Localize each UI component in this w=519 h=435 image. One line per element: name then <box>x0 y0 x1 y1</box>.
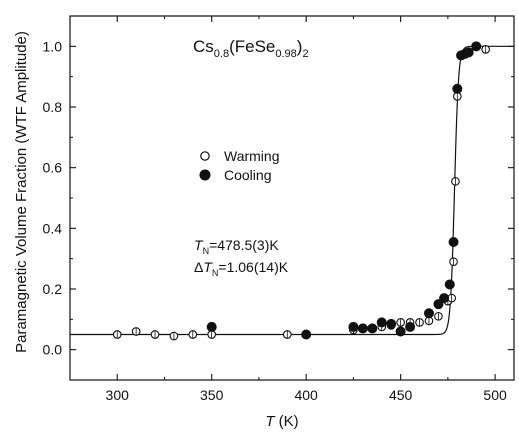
cooling-point <box>348 321 359 332</box>
y-tick-label: 1.0 <box>43 38 63 54</box>
legend-label-cooling: Cooling <box>224 167 271 183</box>
x-tick-label: 500 <box>483 387 507 403</box>
fit-curve <box>70 45 514 336</box>
x-tick-label: 400 <box>294 387 318 403</box>
x-tick-label: 350 <box>200 387 224 403</box>
fit-curve-group <box>70 45 514 336</box>
data-points-group <box>112 41 491 341</box>
cooling-point <box>452 83 463 94</box>
chart-title: Cs0.8(FeSe0.98)2 <box>193 37 309 60</box>
y-axis-label: Paramagnetic Volume Fraction (WTF Amplit… <box>13 31 30 353</box>
y-tick-label: 0.6 <box>43 160 63 176</box>
legend: Warming Cooling <box>199 148 280 183</box>
tn-annotation: TN=478.5(3)K <box>194 237 279 256</box>
cooling-point <box>357 323 368 334</box>
legend-marker-cooling <box>199 169 211 181</box>
cooling-point <box>423 308 434 319</box>
x-tick-label: 300 <box>106 387 130 403</box>
cooling-point <box>386 318 397 329</box>
cooling-point <box>439 293 450 304</box>
cooling-point <box>301 329 312 340</box>
cooling-point <box>448 236 459 247</box>
cooling-point <box>367 323 378 334</box>
x-tick-label: 450 <box>389 387 413 403</box>
ticks-group: 300 350 400 450 500 0.0 0.2 0.4 0.6 0.8 1.0 <box>43 15 514 403</box>
y-tick-label: 0.4 <box>43 220 63 236</box>
cooling-point <box>433 299 444 310</box>
legend-marker-warming <box>200 151 210 161</box>
cooling-point <box>463 47 474 58</box>
cooling-point <box>395 326 406 337</box>
legend-label-warming: Warming <box>224 148 280 164</box>
y-tick-label: 0.8 <box>43 99 63 115</box>
y-tick-label: 0.0 <box>43 342 63 358</box>
delta-tn-annotation: ΔTN=1.06(14)K <box>194 259 289 278</box>
cooling-point <box>444 279 455 290</box>
cooling-point <box>471 41 482 52</box>
cooling-point <box>405 321 416 332</box>
cooling-point <box>376 317 387 328</box>
y-tick-label: 0.2 <box>43 281 63 297</box>
x-axis-label: T (K) <box>265 413 298 430</box>
cooling-point <box>206 321 217 332</box>
